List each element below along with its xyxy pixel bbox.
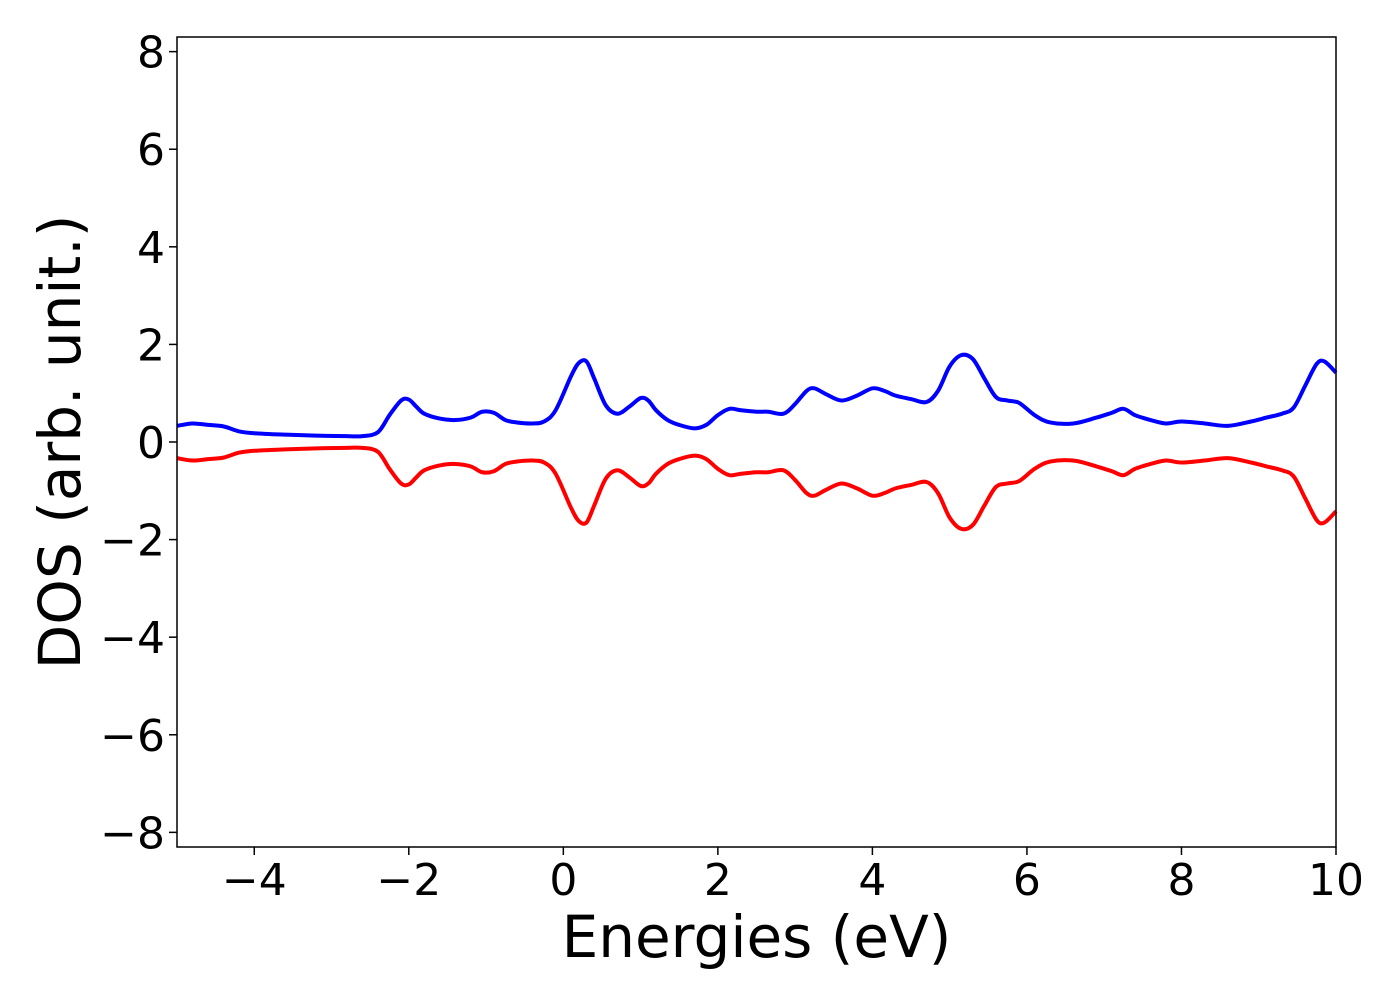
x-tick-label: 8 [1167, 855, 1195, 906]
y-tick-label: −2 [100, 516, 165, 567]
x-axis: −4 −2 0 2 4 6 8 10 [222, 847, 1364, 906]
y-tick-label: 8 [137, 28, 165, 79]
y-tick-label: −4 [100, 613, 165, 664]
x-tick-label: −4 [222, 855, 287, 906]
x-tick-label: 10 [1308, 855, 1364, 906]
y-tick-label: 6 [137, 125, 165, 176]
y-tick-label: −6 [100, 711, 165, 762]
y-tick-label: 0 [137, 418, 165, 469]
series-line-red [176, 445, 1338, 532]
x-tick-label: 6 [1013, 855, 1041, 906]
x-axis-title: Energies (eV) [562, 903, 952, 971]
y-tick-label: 2 [137, 320, 165, 371]
series-layer [176, 352, 1338, 532]
x-tick-label: 0 [549, 855, 577, 906]
x-tick-label: 4 [858, 855, 886, 906]
y-tick-label: 4 [137, 223, 165, 274]
x-tick-label: 2 [704, 855, 732, 906]
y-tick-label: −8 [100, 808, 165, 859]
x-tick-label: −2 [376, 855, 441, 906]
y-axis: 8 6 4 2 0 −2 −4 −6 −8 [100, 28, 177, 859]
y-axis-title: DOS (arb. unit.) [26, 215, 94, 670]
series-line-blue [176, 352, 1338, 439]
